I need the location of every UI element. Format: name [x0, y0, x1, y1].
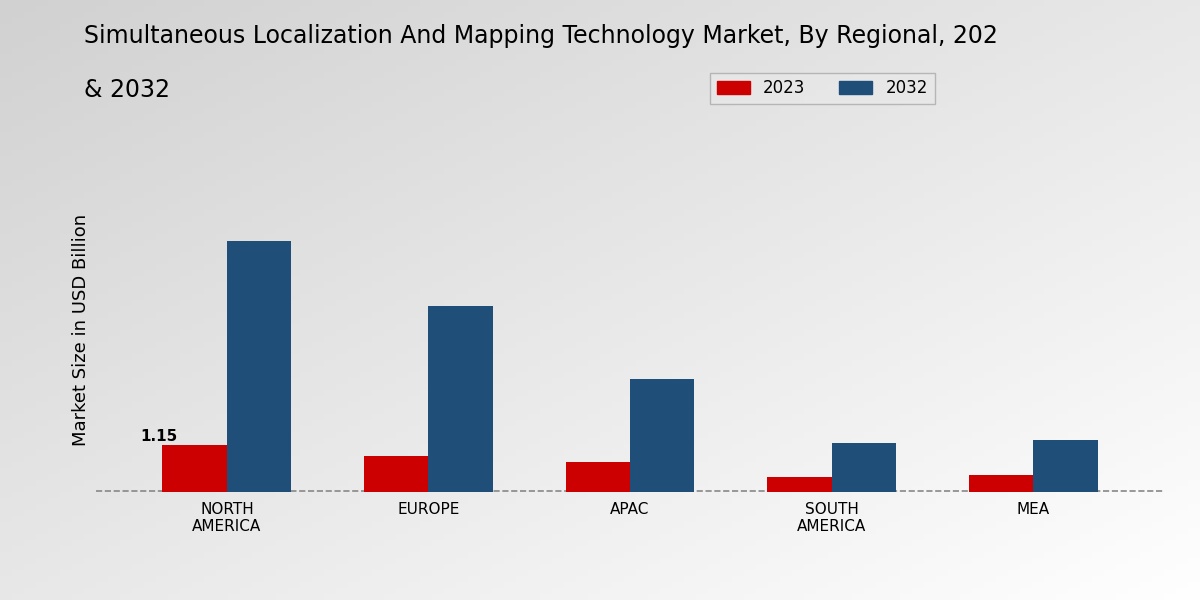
Bar — [565, 461, 630, 492]
Bar — [364, 455, 428, 492]
Bar — [1033, 440, 1098, 492]
Bar — [767, 476, 832, 492]
Bar — [832, 443, 896, 492]
Bar — [162, 445, 227, 492]
Legend: 2023, 2032: 2023, 2032 — [710, 73, 935, 104]
Text: & 2032: & 2032 — [84, 78, 170, 102]
Bar — [428, 306, 493, 492]
Bar — [630, 379, 695, 492]
Bar — [227, 241, 292, 492]
Text: Simultaneous Localization And Mapping Technology Market, By Regional, 202: Simultaneous Localization And Mapping Te… — [84, 24, 998, 48]
Bar — [968, 475, 1033, 492]
Text: 1.15: 1.15 — [140, 428, 178, 443]
Y-axis label: Market Size in USD Billion: Market Size in USD Billion — [72, 214, 90, 446]
